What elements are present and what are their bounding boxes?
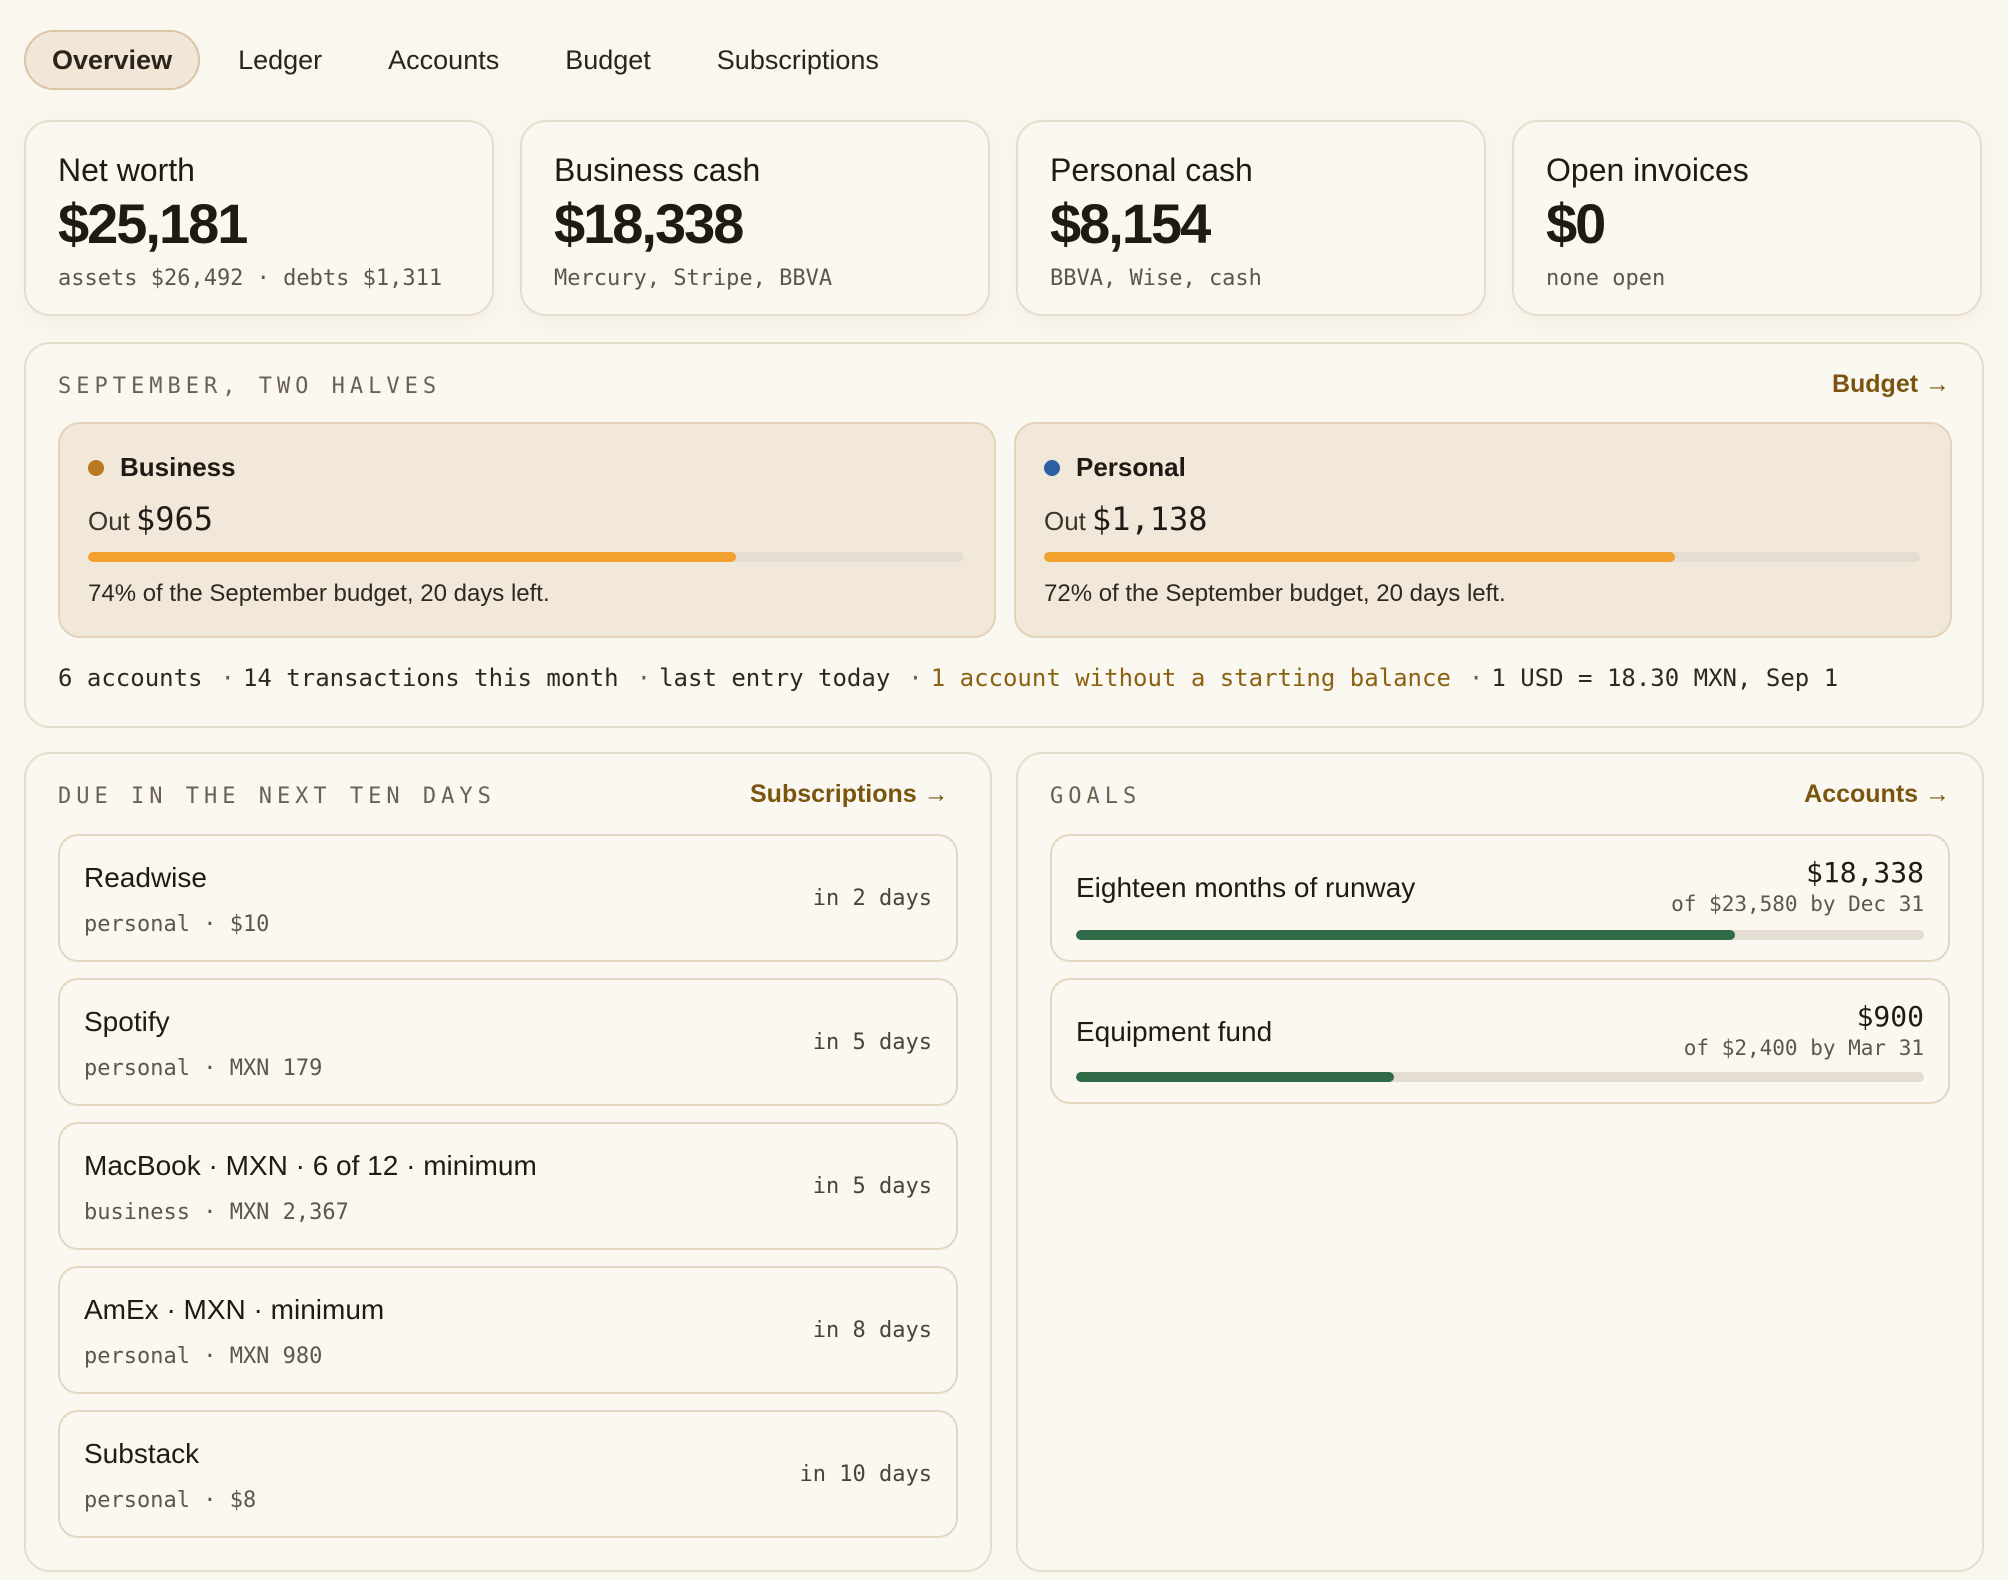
personal-dot-icon xyxy=(1044,459,1060,476)
stat-card-business-cash: Business cash $18,338 Mercury, Stripe, B… xyxy=(520,120,990,316)
due-item-when: in 10 days xyxy=(799,1462,932,1487)
september-meta: 6 accounts · 14 transactions this month · la… xyxy=(58,664,1838,692)
due-title: DUE IN THE NEXT TEN DAYS xyxy=(58,784,496,809)
goal-amount: $900 xyxy=(1856,1000,1924,1033)
half-name: Business xyxy=(120,452,236,482)
due-item-when: in 5 days xyxy=(812,1030,932,1055)
stat-sub: Mercury, Stripe, BBVA xyxy=(554,266,833,291)
due-item-title: MacBook · MXN · 6 of 12 · minimum xyxy=(84,1150,537,1181)
due-item-when: in 5 days xyxy=(812,1174,932,1199)
business-budget-progress xyxy=(88,552,964,562)
main-tabs: Overview Ledger Accounts Budget Subscrip… xyxy=(24,30,917,90)
half-business: Business Out $965 74% of the September bu… xyxy=(58,422,996,638)
stat-value: $18,338 xyxy=(554,192,744,255)
out-amount: $965 xyxy=(135,500,213,538)
half-header: Personal xyxy=(1044,452,1186,483)
half-header: Business xyxy=(88,452,236,483)
stat-label: Personal cash xyxy=(1050,152,1253,188)
tab-overview[interactable]: Overview xyxy=(24,30,201,90)
goal-target: of $23,580 by Dec 31 xyxy=(1671,892,1924,916)
fx-rate: 1 USD = 18.30 MXN, Sep 1 xyxy=(1491,664,1839,692)
half-name: Personal xyxy=(1076,452,1186,482)
due-item-amex[interactable]: AmEx · MXN · minimum personal · MXN 980 … xyxy=(58,1266,958,1394)
due-item-spotify[interactable]: Spotify personal · MXN 179 in 5 days xyxy=(58,978,958,1106)
progress-fill xyxy=(88,552,737,562)
due-item-sub: business · MXN 2,367 xyxy=(84,1200,349,1225)
due-item-title: Substack xyxy=(84,1438,200,1469)
separator: · xyxy=(636,664,652,692)
budget-link[interactable]: Budget → xyxy=(1831,370,1950,398)
goal-equipment-fund[interactable]: Equipment fund $900 of $2,400 by Mar 31 xyxy=(1050,978,1950,1104)
due-item-sub: personal · MXN 980 xyxy=(84,1344,323,1369)
half-out: Out $1,138 xyxy=(1044,500,1208,538)
accounts-count: 6 accounts xyxy=(58,664,203,692)
progress-fill xyxy=(1076,1072,1394,1082)
out-amount: $1,138 xyxy=(1091,500,1208,538)
tab-ledger[interactable]: Ledger xyxy=(238,44,323,75)
progress-fill xyxy=(1044,552,1675,562)
personal-budget-progress xyxy=(1044,552,1920,562)
goal-name: Eighteen months of runway xyxy=(1076,872,1416,903)
due-item-when: in 8 days xyxy=(812,1318,932,1343)
tab-subscriptions[interactable]: Subscriptions xyxy=(716,44,879,75)
separator: · xyxy=(908,664,923,692)
separator: · xyxy=(1468,664,1484,692)
stat-label: Business cash xyxy=(554,152,761,188)
stat-sub: assets $26,492 · debts $1,311 xyxy=(58,266,443,291)
due-item-title: AmEx · MXN · minimum xyxy=(84,1294,385,1325)
stat-card-open-invoices: Open invoices $0 none open xyxy=(1512,120,1982,316)
stat-label: Net worth xyxy=(58,152,195,188)
due-item-when: in 2 days xyxy=(812,886,932,911)
progress-fill xyxy=(1076,930,1736,940)
september-title: SEPTEMBER, TWO HALVES xyxy=(58,374,442,399)
last-entry: last entry today xyxy=(659,664,891,692)
stat-card-net-worth: Net worth $25,181 assets $26,492 · debts… xyxy=(24,120,494,316)
accounts-link[interactable]: Accounts → xyxy=(1804,780,1950,808)
tab-accounts[interactable]: Accounts xyxy=(388,44,500,75)
due-item-title: Spotify xyxy=(84,1006,170,1037)
goals-title: GOALS xyxy=(1050,784,1142,809)
goal-runway[interactable]: Eighteen months of runway $18,338 of $23… xyxy=(1050,834,1950,962)
out-label: Out xyxy=(88,506,130,536)
subscriptions-link[interactable]: Subscriptions → xyxy=(750,780,949,808)
due-item-title: Readwise xyxy=(84,862,207,893)
due-item-sub: personal · MXN 179 xyxy=(84,1056,323,1081)
stat-card-personal-cash: Personal cash $8,154 BBVA, Wise, cash xyxy=(1016,120,1486,316)
transactions-count: 14 transactions this month xyxy=(242,664,619,692)
stat-label: Open invoices xyxy=(1546,152,1749,188)
half-note: 72% of the September budget, 20 days lef… xyxy=(1044,580,1506,607)
starting-balance-warning[interactable]: 1 account without a starting balance xyxy=(930,664,1451,692)
half-personal: Personal Out $1,138 72% of the September … xyxy=(1014,422,1952,638)
stat-value: $8,154 xyxy=(1050,192,1211,255)
half-note: 74% of the September budget, 20 days lef… xyxy=(88,580,550,607)
due-item-macbook[interactable]: MacBook · MXN · 6 of 12 · minimum busine… xyxy=(58,1122,958,1250)
due-item-sub: personal · $10 xyxy=(84,912,270,937)
due-item-sub: personal · $8 xyxy=(84,1488,257,1513)
stat-sub: none open xyxy=(1546,266,1666,291)
business-dot-icon xyxy=(88,459,104,476)
out-label: Out xyxy=(1044,506,1086,536)
stat-value: $0 xyxy=(1546,192,1606,255)
half-out: Out $965 xyxy=(88,500,213,538)
goal-target: of $2,400 by Mar 31 xyxy=(1683,1036,1924,1060)
due-item-readwise[interactable]: Readwise personal · $10 in 2 days xyxy=(58,834,958,962)
due-item-substack[interactable]: Substack personal · $8 in 10 days xyxy=(58,1410,958,1538)
separator: · xyxy=(220,664,235,692)
goal-name: Equipment fund xyxy=(1076,1016,1273,1047)
goal-progress xyxy=(1076,930,1924,940)
goal-progress xyxy=(1076,1072,1924,1082)
goal-amount: $18,338 xyxy=(1805,856,1924,889)
stat-sub: BBVA, Wise, cash xyxy=(1050,266,1262,291)
stat-value: $25,181 xyxy=(58,192,248,255)
tab-budget[interactable]: Budget xyxy=(565,44,651,75)
